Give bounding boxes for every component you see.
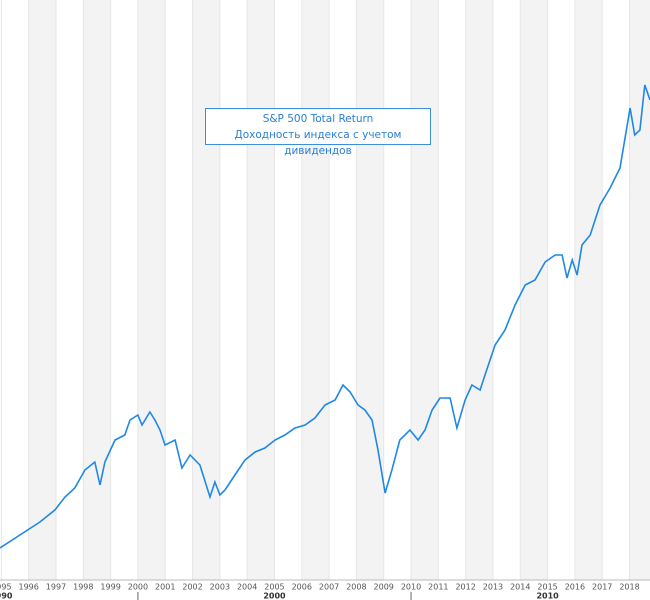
year-band	[356, 0, 384, 580]
x-tick-label: 2000	[128, 583, 148, 592]
x-tick-label: 2004	[237, 583, 257, 592]
year-band	[411, 0, 439, 580]
year-band	[629, 0, 650, 580]
year-band	[137, 0, 166, 580]
x-tick-label: 2016	[565, 583, 585, 592]
x-tick-label: 2014	[510, 583, 530, 592]
year-band	[520, 0, 548, 580]
chart-title: S&P 500 Total Return	[262, 113, 374, 125]
x-tick-label: 2009	[374, 583, 394, 592]
x-tick-label: 2010	[401, 583, 421, 592]
x-tick-label: 2012	[455, 583, 475, 592]
x-tick-label: 2015	[537, 583, 557, 592]
x-tick-label: 1995	[0, 583, 12, 592]
year-band	[28, 0, 56, 580]
annotation: S&P 500 Total Return Доходность индекса …	[205, 108, 431, 157]
x-tick-label: 2013	[483, 583, 503, 592]
x-tick-label: 1996	[18, 583, 38, 592]
line-series	[0, 84, 650, 549]
decade-label: 1990	[0, 592, 13, 600]
x-tick-label: 2011	[428, 583, 448, 592]
chart-subtitle: Доходность индекса с учетом дивидендов	[234, 129, 402, 157]
year-band	[574, 0, 603, 580]
x-tick-label: 2001	[155, 583, 175, 592]
year-band	[83, 0, 111, 580]
x-tick-label: 2017	[592, 583, 612, 592]
x-tick-label: 2018	[619, 583, 639, 592]
year-band	[192, 0, 220, 580]
decade-label: 2000	[263, 592, 286, 600]
year-band	[301, 0, 330, 580]
x-tick-label: 2006	[292, 583, 312, 592]
year-band	[465, 0, 493, 580]
x-tick-label: 1999	[100, 583, 120, 592]
decade-label: 2010	[536, 592, 559, 600]
x-tick-label: 2005	[264, 583, 284, 592]
x-tick-label: 2002	[182, 583, 202, 592]
x-tick-label: 2003	[210, 583, 230, 592]
x-tick-label: 1997	[46, 583, 66, 592]
x-tick-label: 2008	[346, 583, 366, 592]
year-band	[247, 0, 275, 580]
x-tick-label: 1998	[73, 583, 93, 592]
x-tick-label: 2007	[319, 583, 339, 592]
